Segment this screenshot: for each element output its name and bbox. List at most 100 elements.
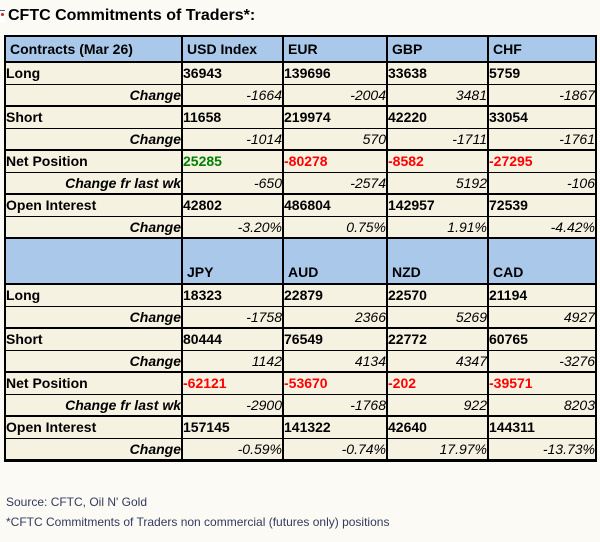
- cell-value: -8582: [386, 149, 489, 172]
- cell-value: -62121: [181, 371, 284, 394]
- row-label: Short: [4, 327, 183, 350]
- table-row: Open Interest 42802 486804 142957 72539: [4, 193, 597, 216]
- cell-value: 157145: [181, 415, 284, 438]
- table-row: Change -1014 570 -1711 -1761: [4, 127, 597, 150]
- cell-value: -106: [487, 171, 597, 194]
- row-label: Change fr last wk: [4, 393, 183, 416]
- cell-value: 42640: [386, 415, 489, 438]
- row-label: Open Interest: [4, 415, 183, 438]
- table-row: Net Position 25285 -80278 -8582 -27295: [4, 149, 597, 172]
- row-label: Change fr last wk: [4, 171, 183, 194]
- footer: Source: CFTC, Oil N' Gold *CFTC Commitme…: [6, 492, 596, 532]
- column-header: JPY: [181, 237, 284, 285]
- cell-value: 17.97%: [386, 437, 489, 462]
- cell-value: -2004: [282, 83, 388, 106]
- cell-value: 1142: [181, 349, 284, 372]
- cell-value: -1711: [386, 127, 489, 150]
- cell-value: 3481: [386, 83, 489, 106]
- cell-value: 60765: [487, 327, 597, 350]
- cell-value: 25285: [181, 149, 284, 172]
- cell-value: -1014: [181, 127, 284, 150]
- cell-value: 42802: [181, 193, 284, 216]
- row-label: Change: [4, 215, 183, 238]
- cell-value: -2900: [181, 393, 284, 416]
- cell-value: 141322: [282, 415, 388, 438]
- cell-value: 22879: [282, 283, 388, 306]
- cell-value: 2366: [282, 305, 388, 328]
- cell-value: 1.91%: [386, 215, 489, 238]
- table-row: Short 80444 76549 22772 60765: [4, 327, 597, 350]
- cot-table: Contracts (Mar 26) USD Index EUR GBP CHF Long…: [4, 35, 597, 462]
- row-label: Long: [4, 61, 183, 84]
- table-row: Change -1664 -2004 3481 -1867: [4, 83, 597, 106]
- table-row: Change fr last wk -2900 -1768 922 8203: [4, 393, 597, 416]
- cell-value: -0.74%: [282, 437, 388, 462]
- table-row: Change -0.59% -0.74% 17.97% -13.73%: [4, 437, 597, 462]
- cell-value: 76549: [282, 327, 388, 350]
- cell-value: 142957: [386, 193, 489, 216]
- cell-value: 42220: [386, 105, 489, 128]
- table-row: Short 11658 219974 42220 33054: [4, 105, 597, 128]
- table-row: Long 36943 139696 33638 5759: [4, 61, 597, 84]
- cell-value: 72539: [487, 193, 597, 216]
- column-header: GBP: [386, 35, 489, 63]
- cell-value: 486804: [282, 193, 388, 216]
- row-label: Long: [4, 283, 183, 306]
- cell-value: -3.20%: [181, 215, 284, 238]
- table-row: Change -1758 2366 5269 4927: [4, 305, 597, 328]
- section-header-row: JPY AUD NZD CAD: [4, 237, 597, 285]
- cell-value: -1761: [487, 127, 597, 150]
- broken-image-icon: [0, 9, 5, 23]
- cell-value: -1758: [181, 305, 284, 328]
- cell-value: 4927: [487, 305, 597, 328]
- row-label: Change: [4, 127, 183, 150]
- cell-value: 11658: [181, 105, 284, 128]
- cell-value: -13.73%: [487, 437, 597, 462]
- cell-value: 139696: [282, 61, 388, 84]
- column-header: NZD: [386, 237, 489, 285]
- cell-value: -80278: [282, 149, 388, 172]
- row-label: Net Position: [4, 371, 183, 394]
- cell-value: 21194: [487, 283, 597, 306]
- cell-value: 33638: [386, 61, 489, 84]
- row-label: Change: [4, 83, 183, 106]
- cell-value: 5269: [386, 305, 489, 328]
- cell-value: -4.42%: [487, 215, 597, 238]
- table-row: Change fr last wk -650 -2574 5192 -106: [4, 171, 597, 194]
- cell-value: -1867: [487, 83, 597, 106]
- cell-value: 33054: [487, 105, 597, 128]
- row-label: Change: [4, 437, 183, 462]
- section-header-row: Contracts (Mar 26) USD Index EUR GBP CHF: [4, 35, 597, 63]
- cell-value: 570: [282, 127, 388, 150]
- cell-value: -2574: [282, 171, 388, 194]
- column-header: EUR: [282, 35, 388, 63]
- cell-value: 219974: [282, 105, 388, 128]
- cell-value: -53670: [282, 371, 388, 394]
- table-row: Net Position -62121 -53670 -202 -39571: [4, 371, 597, 394]
- cell-value: -27295: [487, 149, 597, 172]
- row-label: Net Position: [4, 149, 183, 172]
- cell-value: 22772: [386, 327, 489, 350]
- row-label: Change: [4, 305, 183, 328]
- cell-value: 922: [386, 393, 489, 416]
- cell-value: 22570: [386, 283, 489, 306]
- column-header: CAD: [487, 237, 597, 285]
- cell-value: -0.59%: [181, 437, 284, 462]
- row-label: Open Interest: [4, 193, 183, 216]
- cell-value: 5759: [487, 61, 597, 84]
- cell-value: 36943: [181, 61, 284, 84]
- cell-value: 5192: [386, 171, 489, 194]
- title-row: CFTC Commitments of Traders*:: [0, 4, 600, 28]
- cell-value: 144311: [487, 415, 597, 438]
- table-row: Change -3.20% 0.75% 1.91% -4.42%: [4, 215, 597, 238]
- cell-value: 4347: [386, 349, 489, 372]
- cell-value: 8203: [487, 393, 597, 416]
- row-label: Change: [4, 349, 183, 372]
- cell-value: -650: [181, 171, 284, 194]
- source-text: Source: CFTC, Oil N' Gold: [6, 495, 147, 509]
- row-label: Short: [4, 105, 183, 128]
- footnote-text: *CFTC Commitments of Traders non commerc…: [6, 515, 390, 529]
- cell-value: 0.75%: [282, 215, 388, 238]
- cell-value: -3276: [487, 349, 597, 372]
- table-row: Change 1142 4134 4347 -3276: [4, 349, 597, 372]
